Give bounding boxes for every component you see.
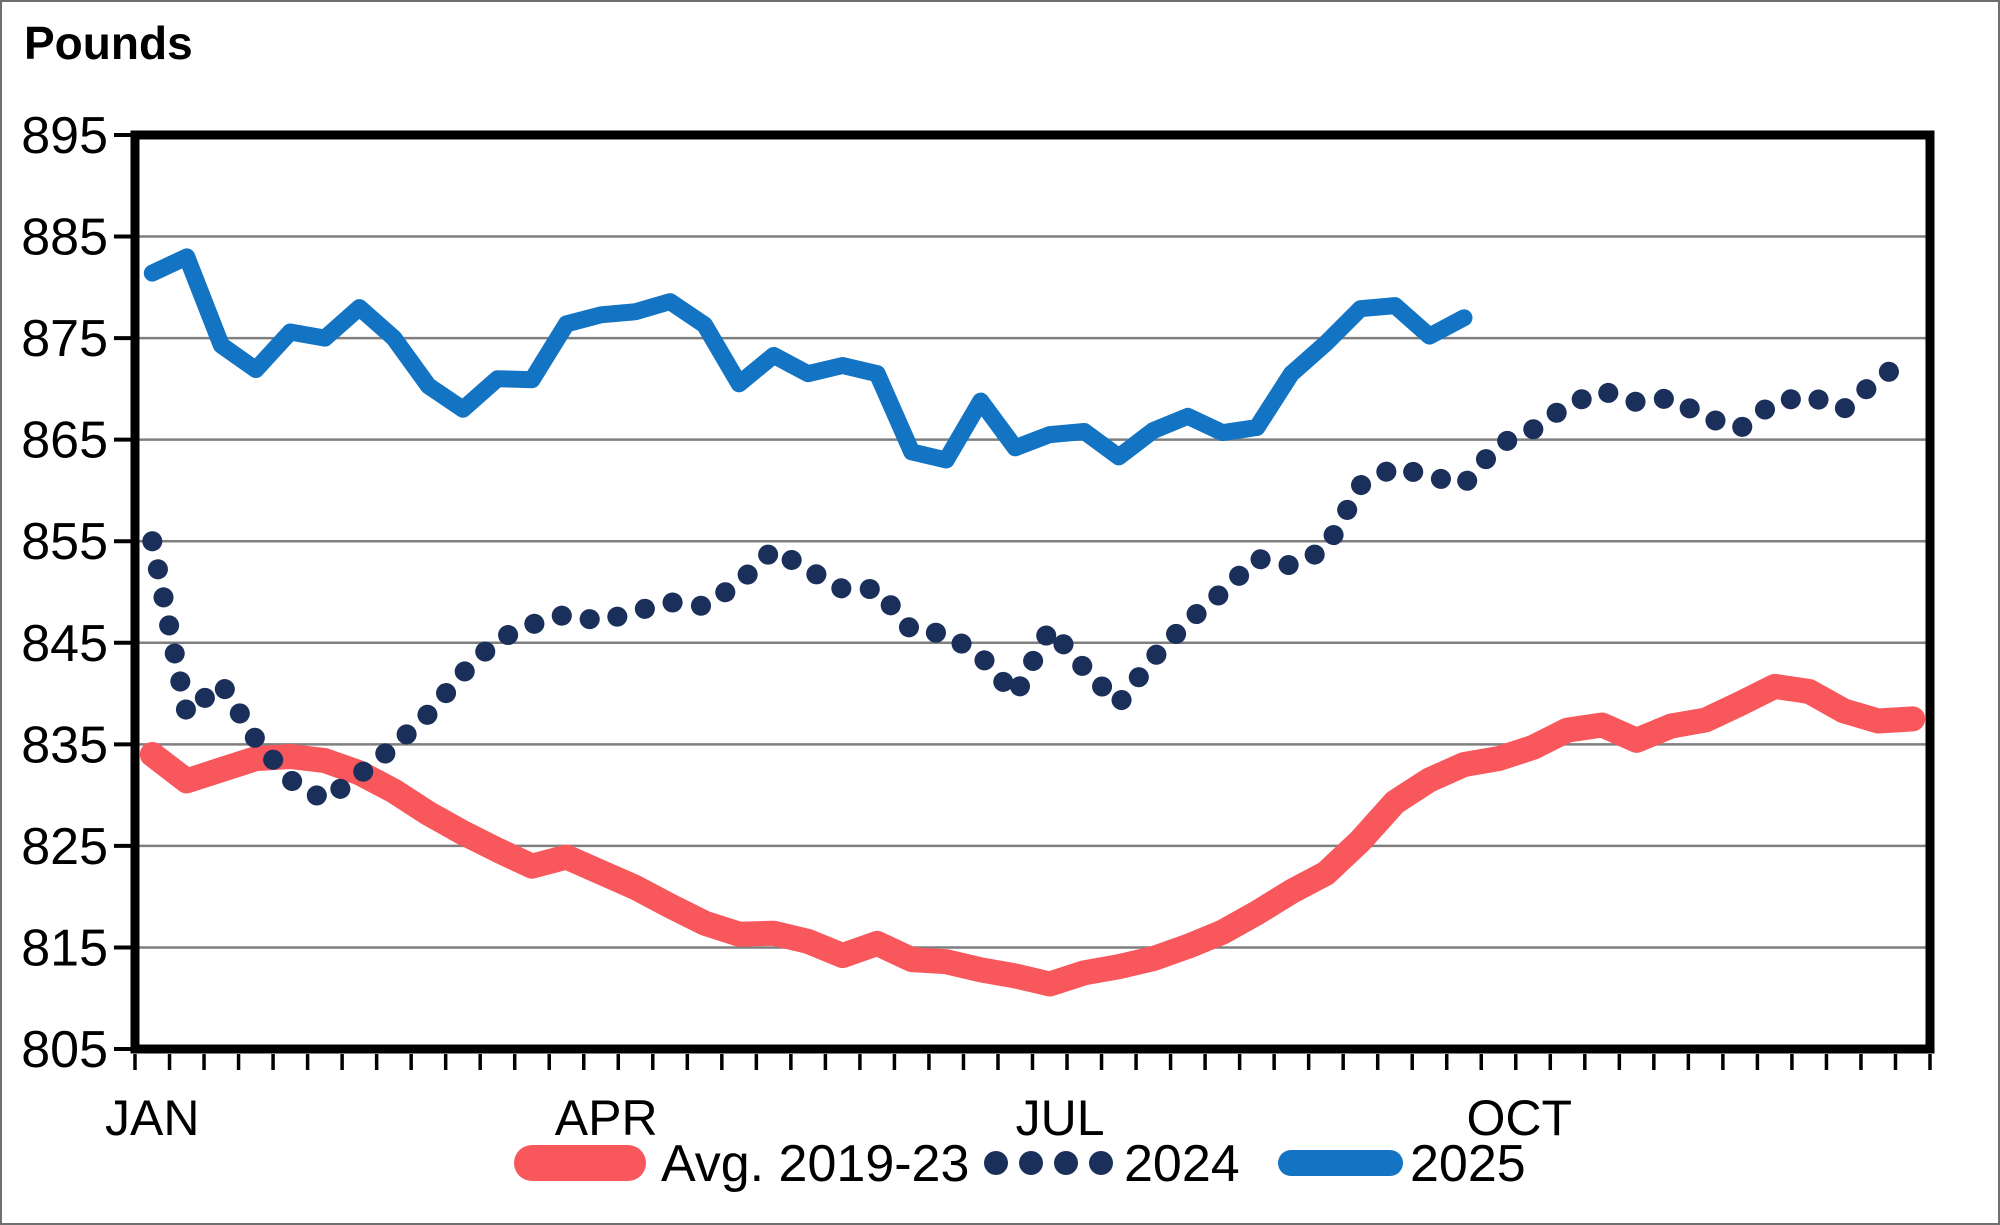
- x-axis: JAN APR JUL OCT: [105, 1054, 1932, 1146]
- series-line-2024: [142, 346, 1923, 811]
- legend: Avg. 2019-23 2024 2025: [514, 1135, 1526, 1193]
- x-axis-label-jan: JAN: [105, 1090, 199, 1146]
- series-group: [139, 248, 1926, 997]
- legend-swatch-2024-dot: [984, 1151, 1008, 1175]
- y-tick-label: 855: [21, 513, 108, 571]
- legend-swatch-2024-dot: [1089, 1151, 1113, 1175]
- series-line-2025: [143, 248, 1473, 469]
- legend-swatch-2024-dot: [1019, 1151, 1043, 1175]
- legend-swatch-2025: [1278, 1150, 1403, 1176]
- plot-border: [130, 130, 1935, 1054]
- y-tick-label: 815: [21, 919, 108, 977]
- legend-swatch-2024-dot: [1054, 1151, 1078, 1175]
- legend-label-2025: 2025: [1410, 1135, 1526, 1193]
- y-tick-label: 865: [21, 412, 108, 470]
- x-axis-label-jul: JUL: [1016, 1090, 1105, 1146]
- x-axis-label-oct: OCT: [1466, 1090, 1572, 1146]
- y-tick-label: 845: [21, 615, 108, 673]
- legend-label-2024: 2024: [1124, 1135, 1240, 1193]
- x-axis-label-apr: APR: [555, 1090, 658, 1146]
- y-axis-title: Pounds: [24, 17, 193, 69]
- series-line-avg-2019-23: [139, 673, 1926, 997]
- y-tick-label: 805: [21, 1021, 108, 1079]
- y-tick-label: 885: [21, 209, 108, 267]
- y-axis: 895 885 875 865 855 845 835 825 815 805: [21, 107, 131, 1079]
- y-tick-label: 875: [21, 310, 108, 368]
- legend-swatch-avg-2019-23: [514, 1145, 646, 1181]
- y-tick-label: 825: [21, 818, 108, 876]
- y-tick-label: 895: [21, 107, 108, 165]
- y-tick-label: 835: [21, 716, 108, 774]
- legend-label-avg-2019-23: Avg. 2019-23: [661, 1135, 969, 1193]
